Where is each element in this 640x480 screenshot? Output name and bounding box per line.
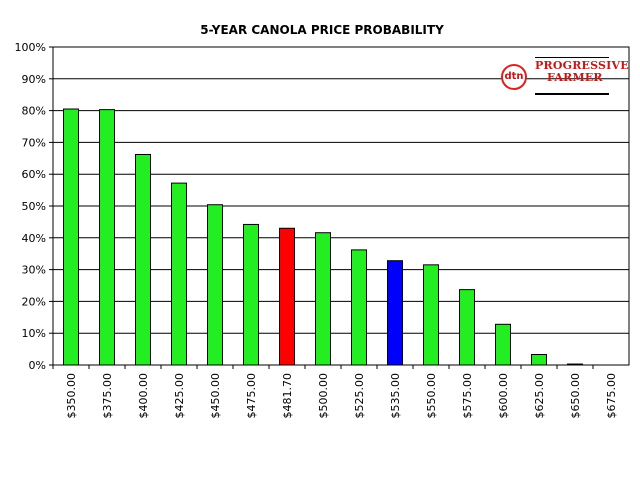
y-tick-label: 40% xyxy=(22,232,46,245)
x-tick-label: $525.00 xyxy=(353,373,366,419)
y-tick-label: 20% xyxy=(22,295,46,308)
x-tick-label: $650.00 xyxy=(569,373,582,419)
logo-top-rule xyxy=(535,57,609,58)
x-tick-label: $550.00 xyxy=(425,373,438,419)
bar xyxy=(495,323,511,366)
bar xyxy=(243,223,259,366)
x-tick-label: $400.00 xyxy=(137,373,150,419)
bar xyxy=(171,182,187,366)
x-tick-label: $375.00 xyxy=(101,373,114,419)
logo-bottom-rule xyxy=(535,93,609,95)
bar xyxy=(459,289,475,366)
logo-dtn-mark: dtn xyxy=(501,64,527,90)
bar xyxy=(387,260,403,366)
chart-title: 5-YEAR CANOLA PRICE PROBABILITY xyxy=(200,23,444,37)
y-tick-label: 70% xyxy=(22,136,46,149)
x-tick-label: $475.00 xyxy=(245,373,258,419)
x-tick-label: $600.00 xyxy=(497,373,510,419)
y-tick-label: 100% xyxy=(15,41,46,54)
y-tick-label: 60% xyxy=(22,168,46,181)
bars xyxy=(63,108,583,366)
logo-wordmark: PROGRESSIVE FARMER xyxy=(535,60,629,84)
x-tick-label: $625.00 xyxy=(533,373,546,419)
bar xyxy=(63,108,79,366)
bar xyxy=(351,249,367,366)
y-tick-label: 10% xyxy=(22,327,46,340)
y-tick-label: 0% xyxy=(29,359,46,372)
y-tick-label: 80% xyxy=(22,105,46,118)
bar xyxy=(567,363,583,366)
x-tick-label: $500.00 xyxy=(317,373,330,419)
x-axis: $350.00 $375.00 $400.00 $425.00 $450.00 $475.… xyxy=(52,365,618,419)
y-tick-label: 30% xyxy=(22,264,46,277)
x-tick-label: $481.70 xyxy=(281,373,294,419)
x-tick-label: $350.00 xyxy=(65,373,78,419)
y-tick-label: 50% xyxy=(22,200,46,213)
logo-line-2: FARMER xyxy=(547,71,603,84)
y-tick-label: 90% xyxy=(22,73,46,86)
bar xyxy=(99,109,115,366)
y-axis: 0% 10% 20% 30% 40% 50% 60% 70% 80% 90% 100% xyxy=(15,41,53,372)
dtn-progressive-farmer-logo: dtn PROGRESSIVE FARMER xyxy=(497,57,629,98)
x-tick-label: $425.00 xyxy=(173,373,186,419)
x-tick-label: $675.00 xyxy=(605,373,618,419)
bar xyxy=(135,153,151,366)
bar xyxy=(423,264,439,366)
bar xyxy=(207,204,223,366)
bar xyxy=(531,354,547,366)
x-tick-label: $575.00 xyxy=(461,373,474,419)
bar xyxy=(279,227,295,366)
x-tick-label: $535.00 xyxy=(389,373,402,419)
x-tick-label: $450.00 xyxy=(209,373,222,419)
bar xyxy=(315,232,331,366)
logo-line-1: PROGRESSIVE xyxy=(535,59,629,72)
